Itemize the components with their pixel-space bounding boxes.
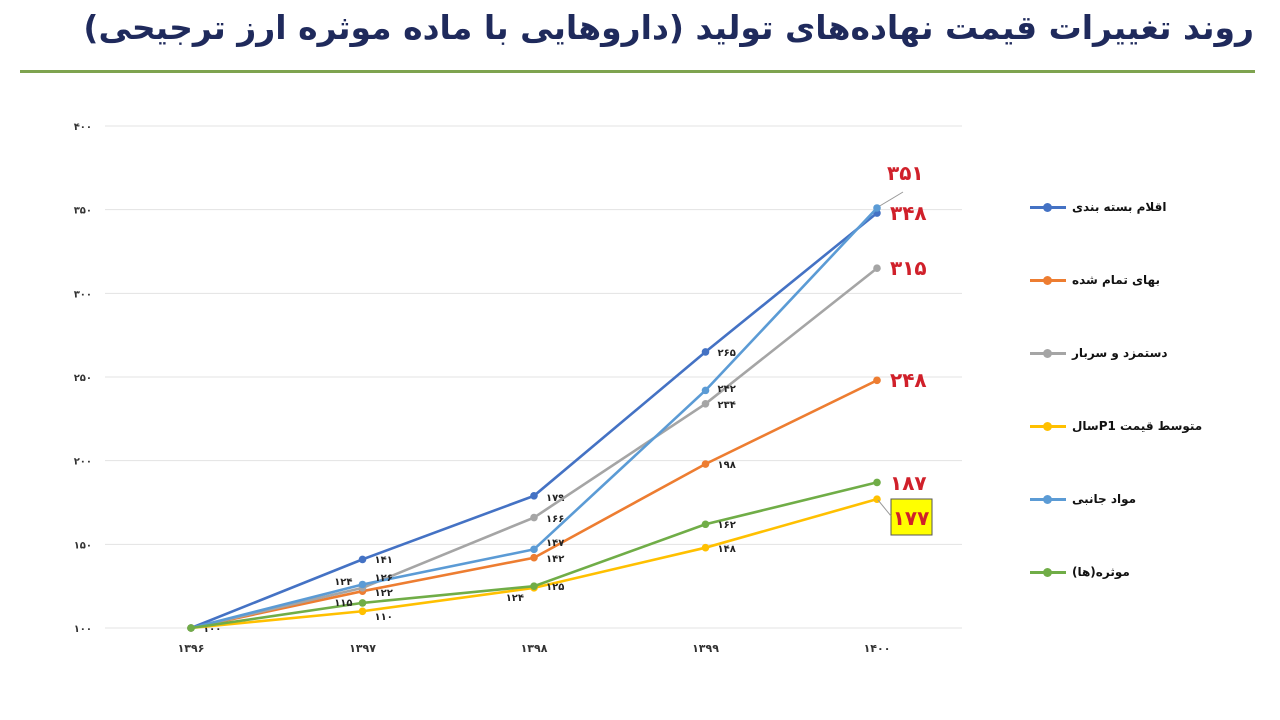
data-label: ۱۹۸ xyxy=(718,460,736,471)
data-label: ۱۱۵ xyxy=(334,598,352,609)
end-data-label: ۳۱۵ xyxy=(890,256,927,280)
leader-line xyxy=(877,191,904,208)
legend-item: اقلام بسته بندی xyxy=(1030,195,1166,219)
data-point xyxy=(358,580,367,589)
legend-line-marker xyxy=(1030,567,1066,577)
legend-label: مواد جانبی xyxy=(1072,492,1137,506)
legend-item: بهای تمام شده xyxy=(1030,268,1160,292)
data-label: ۱۶۲ xyxy=(718,520,736,531)
data-label: ۲۳۴ xyxy=(718,400,736,411)
data-label: ۱۷۹ xyxy=(546,493,564,504)
legend-line-marker xyxy=(1030,494,1066,504)
data-point xyxy=(358,599,367,607)
end-data-label: ۳۴۸ xyxy=(890,201,927,225)
data-point xyxy=(530,513,538,522)
data-point xyxy=(701,460,710,468)
y-tick-label: ۳۰۰ xyxy=(74,289,92,300)
data-point xyxy=(530,582,538,590)
data-label: ۲۶۵ xyxy=(718,348,736,359)
data-point xyxy=(530,553,538,562)
x-tick-label: ۱۳۹۶ xyxy=(178,642,205,655)
data-point xyxy=(873,204,881,212)
y-tick-label: ۱۵۰ xyxy=(74,540,92,551)
data-point xyxy=(701,520,710,529)
data-label: ۱۲۲ xyxy=(375,588,393,599)
legend-label: بهای تمام شده xyxy=(1072,273,1160,287)
legend-line-marker xyxy=(1030,421,1066,431)
legend-line-marker xyxy=(1030,275,1066,285)
data-label: ۱۲۴ xyxy=(334,577,352,588)
legend-line-marker xyxy=(1030,348,1066,358)
data-label: ۱۱۰ xyxy=(375,612,393,623)
legend-line-marker xyxy=(1030,202,1066,212)
series-line xyxy=(190,207,878,630)
series-line xyxy=(190,212,878,630)
end-data-label: ۱۸۷ xyxy=(890,471,927,495)
data-label: ۱۴۸ xyxy=(718,544,736,555)
legend-label: دستمزد و سربار xyxy=(1072,346,1168,360)
end-data-label: ۲۴۸ xyxy=(890,368,927,392)
y-tick-label: ۱۰۰ xyxy=(74,624,92,635)
leader-line xyxy=(877,499,892,517)
x-tick-label: ۱۳۹۹ xyxy=(692,642,719,655)
data-point xyxy=(187,624,195,632)
data-point xyxy=(701,543,710,552)
legend-label: موثره(ها) xyxy=(1072,565,1130,579)
data-point xyxy=(358,555,367,564)
x-tick-label: ۱۳۹۷ xyxy=(349,642,376,655)
data-label: ۲۴۲ xyxy=(718,384,736,395)
legend-label: متوسط قیمت P1سال xyxy=(1072,419,1203,433)
legend-label: اقلام بسته بندی xyxy=(1072,200,1167,214)
data-point xyxy=(530,545,538,554)
data-label: ۱۴۱ xyxy=(375,555,393,566)
data-label: ۱۰۰ xyxy=(203,624,221,635)
data-point xyxy=(701,399,710,408)
y-tick-label: ۴۰۰ xyxy=(74,122,92,133)
data-label: ۱۴۲ xyxy=(546,554,564,565)
data-label: ۱۶۶ xyxy=(546,514,564,525)
data-label: ۱۲۵ xyxy=(546,582,564,593)
data-label: ۱۴۷ xyxy=(546,538,564,549)
y-tick-label: ۲۵۰ xyxy=(74,373,92,384)
x-tick-label: ۱۳۹۸ xyxy=(521,642,548,655)
legend-item: موثره(ها) xyxy=(1030,560,1130,584)
legend-item: دستمزد و سربار xyxy=(1030,341,1168,365)
data-point xyxy=(873,478,881,487)
highlight-box xyxy=(890,498,933,536)
title-divider xyxy=(20,70,1255,73)
data-point xyxy=(873,264,881,273)
data-point xyxy=(701,348,710,356)
y-tick-label: ۲۰۰ xyxy=(74,457,92,468)
data-point xyxy=(873,376,881,385)
data-point xyxy=(358,607,367,616)
data-label: ۱۲۴ xyxy=(506,593,524,604)
x-tick-label: ۱۴۰۰ xyxy=(864,642,891,655)
data-point xyxy=(701,386,710,395)
series-line xyxy=(190,267,878,630)
legend-item: متوسط قیمت P1سال xyxy=(1030,414,1202,438)
data-label: ۱۲۶ xyxy=(375,573,393,584)
end-data-label: ۱۷۷ xyxy=(893,506,930,530)
data-point xyxy=(530,492,538,500)
legend-item: مواد جانبی xyxy=(1030,487,1136,511)
end-data-label: ۳۵۱ xyxy=(887,161,924,185)
page-title: روند تغییرات قیمت نهاده‌های تولید (داروه… xyxy=(83,8,1255,47)
y-tick-label: ۳۵۰ xyxy=(74,206,92,217)
